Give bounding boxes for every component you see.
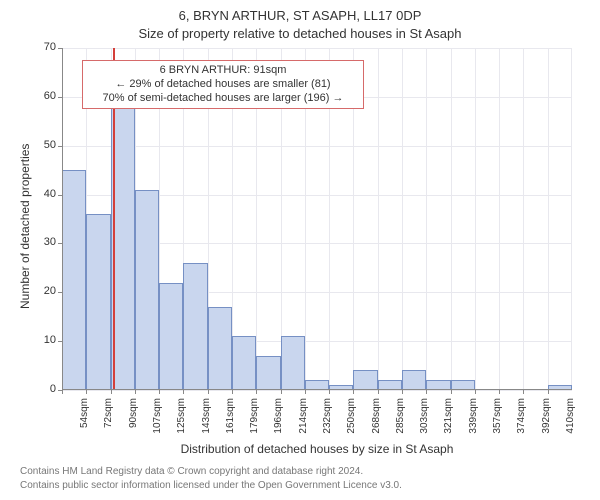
x-tick-label: 214sqm — [298, 398, 309, 448]
grid-line-v — [451, 48, 452, 390]
x-tick-label: 72sqm — [103, 398, 114, 448]
histogram-bar — [86, 214, 110, 390]
histogram-bar — [281, 336, 305, 390]
histogram-bar — [402, 370, 426, 390]
annotation-line1: 6 BRYN ARTHUR: 91sqm — [89, 64, 357, 78]
grid-line-v — [378, 48, 379, 390]
y-tick-label: 40 — [34, 188, 56, 200]
x-tick-label: 161sqm — [225, 398, 236, 448]
x-tick-label: 285sqm — [395, 398, 406, 448]
y-tick-label: 70 — [34, 41, 56, 53]
y-tick-label: 50 — [34, 139, 56, 151]
x-tick-label: 232sqm — [322, 398, 333, 448]
y-axis-label: Number of detached properties — [18, 144, 32, 309]
x-tick-label: 410sqm — [565, 398, 576, 448]
grid-line-h — [62, 48, 572, 49]
x-tick-label: 107sqm — [152, 398, 163, 448]
grid-line-v — [475, 48, 476, 390]
annotation-line3: 70% of semi-detached houses are larger (… — [89, 92, 357, 106]
x-tick-label: 196sqm — [273, 398, 284, 448]
annotation-line2: ← 29% of detached houses are smaller (81… — [89, 78, 357, 92]
x-tick-label: 179sqm — [249, 398, 260, 448]
annotation-box: 6 BRYN ARTHUR: 91sqm ← 29% of detached h… — [82, 60, 364, 109]
x-tick-label: 268sqm — [371, 398, 382, 448]
histogram-bar — [353, 370, 377, 390]
x-tick-label: 339sqm — [468, 398, 479, 448]
x-tick-label: 374sqm — [516, 398, 527, 448]
x-tick-label: 90sqm — [128, 398, 139, 448]
y-tick-label: 60 — [34, 90, 56, 102]
grid-line-v — [499, 48, 500, 390]
y-tick-label: 30 — [34, 236, 56, 248]
x-tick-label: 321sqm — [443, 398, 454, 448]
x-tick-label: 143sqm — [201, 398, 212, 448]
grid-line-v — [548, 48, 549, 390]
histogram-bar — [208, 307, 232, 390]
histogram-bar — [183, 263, 207, 390]
x-tick-label: 54sqm — [79, 398, 90, 448]
footer-line1: Contains HM Land Registry data © Crown c… — [20, 466, 363, 477]
histogram-bar — [62, 170, 86, 390]
histogram-bar — [232, 336, 256, 390]
chart-title-address: 6, BRYN ARTHUR, ST ASAPH, LL17 0DP — [0, 8, 600, 23]
grid-line-h — [62, 390, 572, 391]
grid-line-h — [62, 146, 572, 147]
x-tick-label: 357sqm — [492, 398, 503, 448]
y-tick-label: 20 — [34, 285, 56, 297]
histogram-bar — [135, 190, 159, 390]
grid-line-v — [426, 48, 427, 390]
histogram-bar — [256, 356, 280, 390]
x-tick-label: 392sqm — [541, 398, 552, 448]
y-tick-label: 10 — [34, 334, 56, 346]
footer-line2: Contains public sector information licen… — [20, 480, 402, 491]
grid-line-v — [402, 48, 403, 390]
x-tick-label: 303sqm — [419, 398, 430, 448]
chart-title-description: Size of property relative to detached ho… — [0, 26, 600, 41]
histogram-bar — [159, 283, 183, 390]
x-tick-label: 125sqm — [176, 398, 187, 448]
x-tick-label: 250sqm — [346, 398, 357, 448]
y-tick-label: 0 — [34, 383, 56, 395]
chart-container: 6, BRYN ARTHUR, ST ASAPH, LL17 0DP Size … — [0, 0, 600, 500]
grid-line-v — [523, 48, 524, 390]
